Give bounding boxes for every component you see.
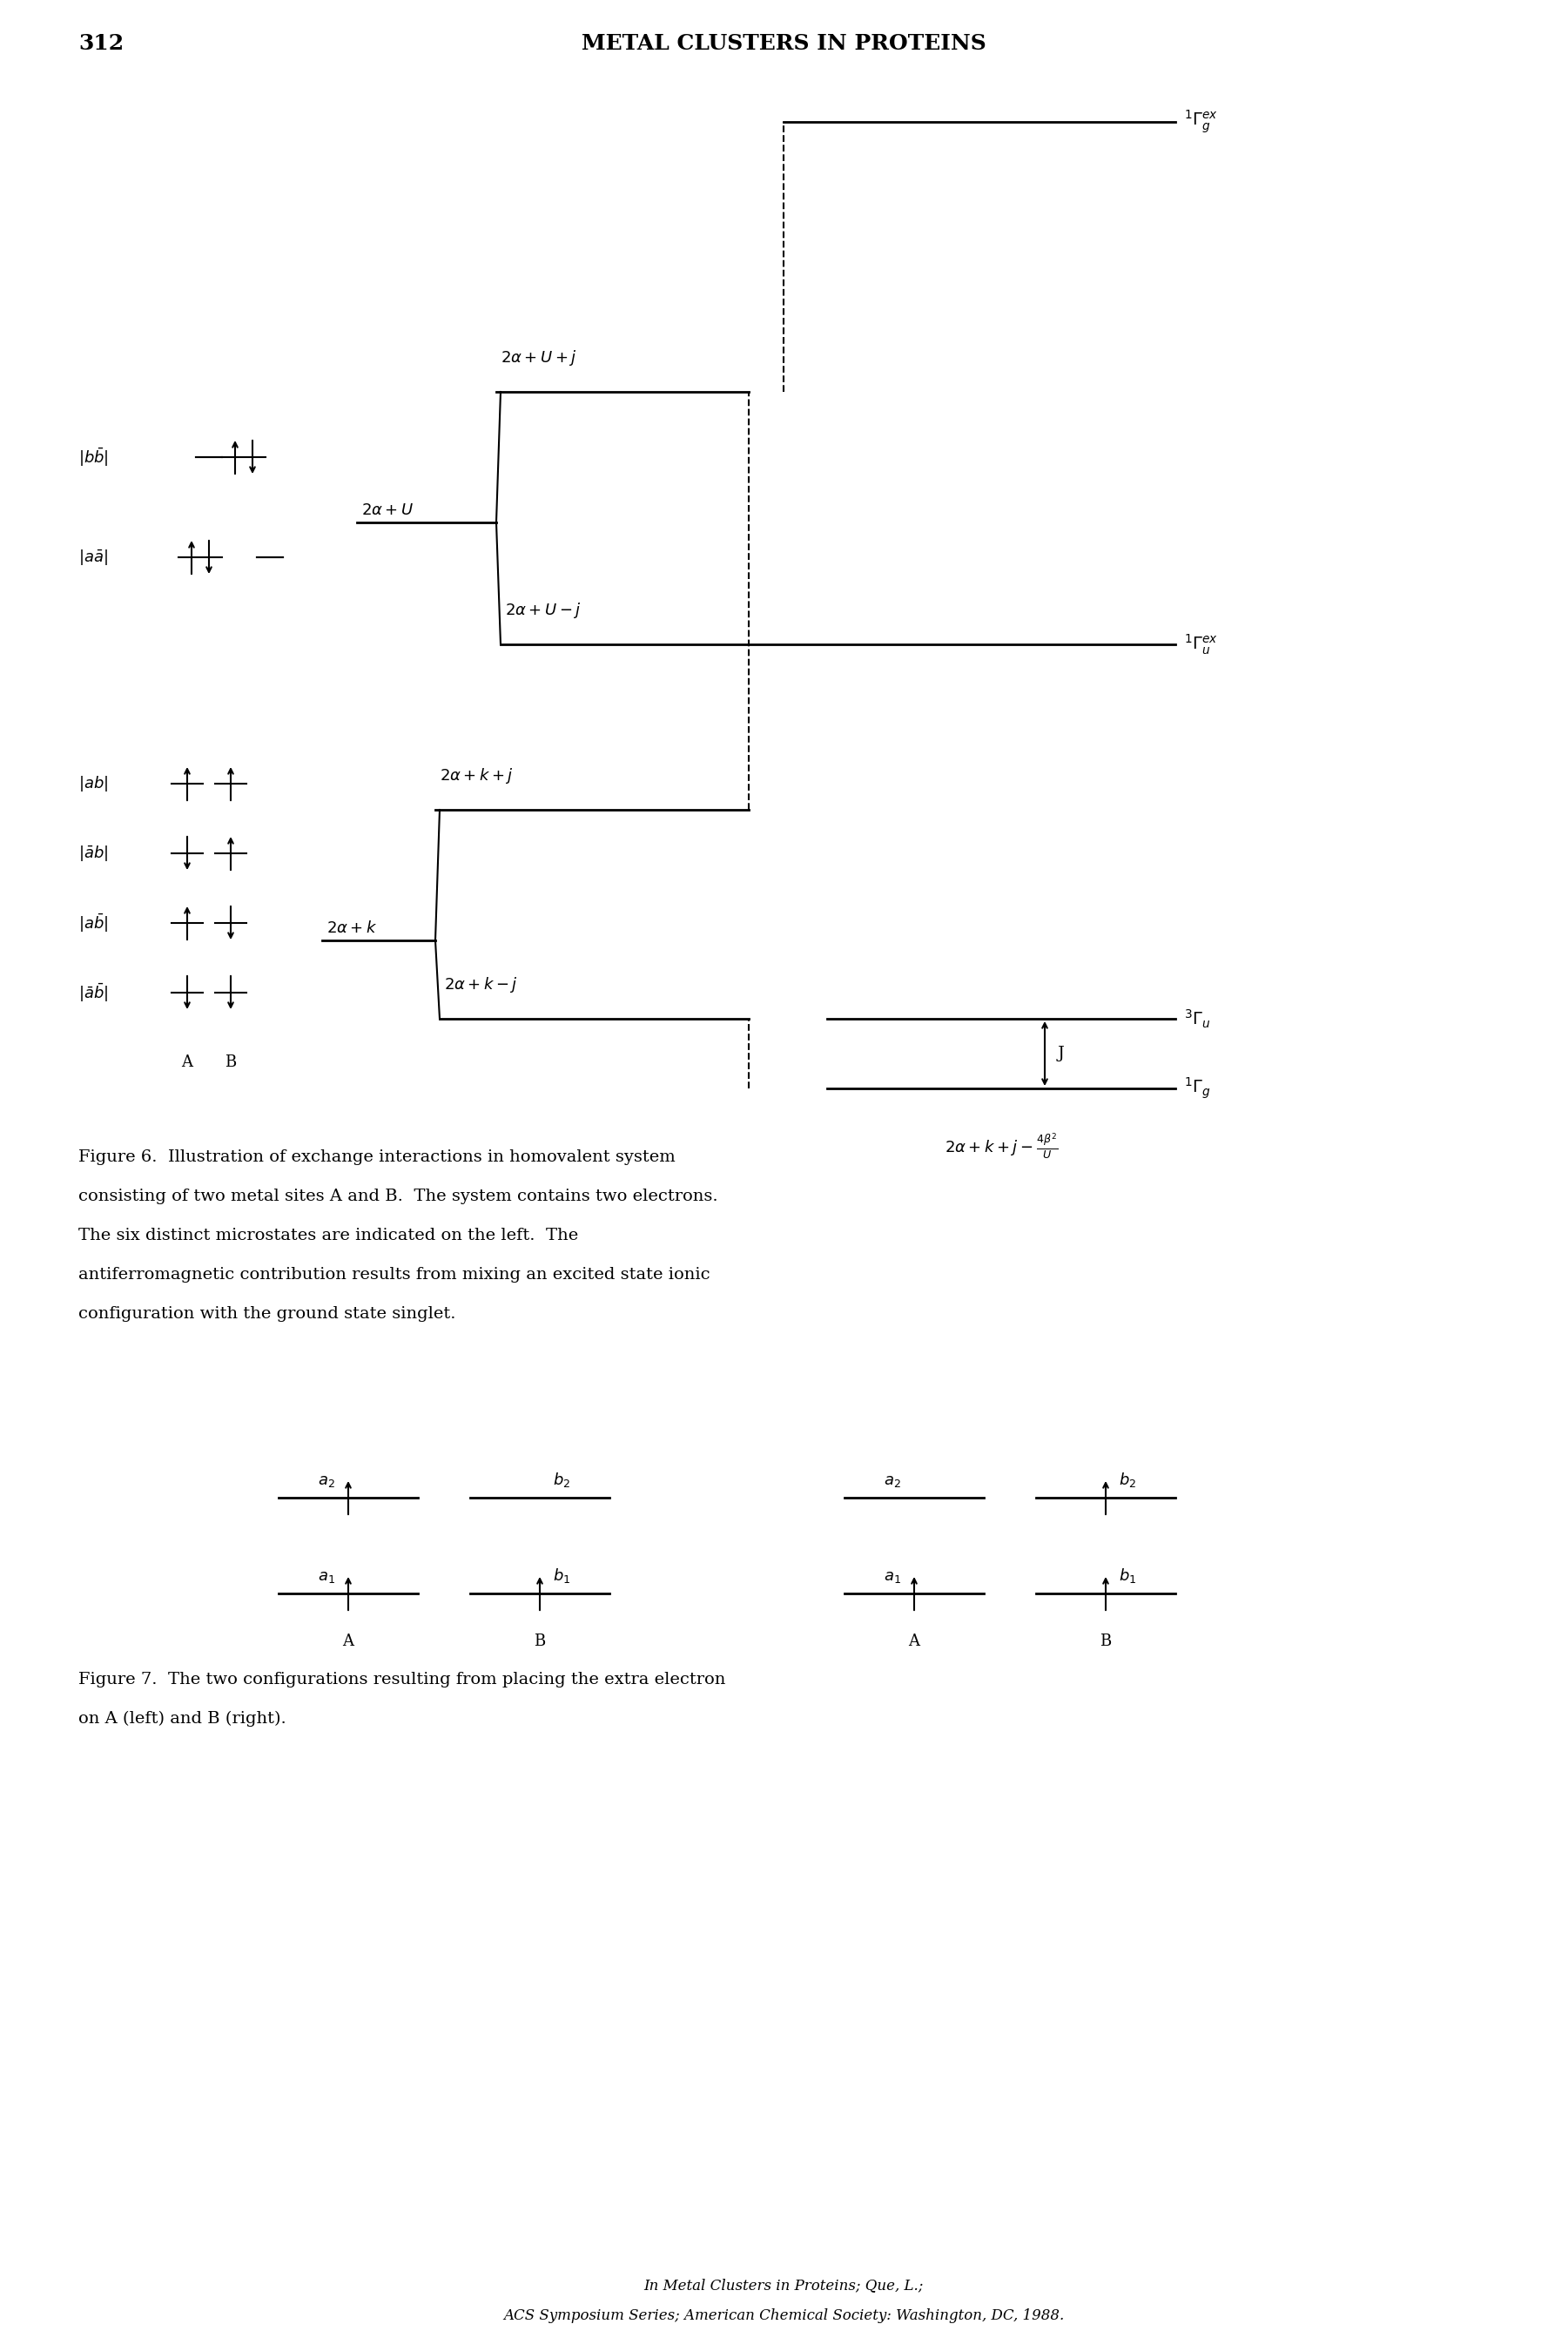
- Text: $|\bar{a}b|$: $|\bar{a}b|$: [78, 844, 108, 863]
- Text: The six distinct microstates are indicated on the left.  The: The six distinct microstates are indicat…: [78, 1227, 579, 1244]
- Text: $|ab|$: $|ab|$: [78, 773, 108, 792]
- Text: $2\alpha + U - j$: $2\alpha + U - j$: [505, 602, 582, 621]
- Text: $a_1$: $a_1$: [884, 1568, 902, 1585]
- Text: A: A: [342, 1634, 354, 1648]
- Text: B: B: [535, 1634, 546, 1648]
- Text: J: J: [1058, 1046, 1065, 1060]
- Text: A: A: [182, 1056, 193, 1070]
- Text: METAL CLUSTERS IN PROTEINS: METAL CLUSTERS IN PROTEINS: [582, 33, 986, 54]
- Text: $a_2$: $a_2$: [884, 1474, 902, 1488]
- Text: $|a\bar{b}|$: $|a\bar{b}|$: [78, 912, 108, 933]
- Text: configuration with the ground state singlet.: configuration with the ground state sing…: [78, 1307, 456, 1321]
- Text: $a_2$: $a_2$: [318, 1474, 336, 1488]
- Text: $b_1$: $b_1$: [1118, 1566, 1137, 1585]
- Text: $^1\Gamma_g$: $^1\Gamma_g$: [1184, 1077, 1210, 1100]
- Text: A: A: [908, 1634, 920, 1648]
- Text: $b_2$: $b_2$: [1118, 1472, 1137, 1488]
- Text: $|a\bar{a}|$: $|a\bar{a}|$: [78, 548, 108, 567]
- Text: Figure 6.  Illustration of exchange interactions in homovalent system: Figure 6. Illustration of exchange inter…: [78, 1150, 676, 1166]
- Text: Figure 7.  The two configurations resulting from placing the extra electron: Figure 7. The two configurations resulti…: [78, 1672, 726, 1688]
- Text: $b_2$: $b_2$: [554, 1472, 571, 1488]
- Text: antiferromagnetic contribution results from mixing an excited state ionic: antiferromagnetic contribution results f…: [78, 1267, 710, 1284]
- Text: consisting of two metal sites A and B.  The system contains two electrons.: consisting of two metal sites A and B. T…: [78, 1190, 718, 1204]
- Text: $2\alpha + k + j - \frac{4\beta^2}{U}$: $2\alpha + k + j - \frac{4\beta^2}{U}$: [944, 1131, 1058, 1161]
- Text: $a_1$: $a_1$: [318, 1568, 336, 1585]
- Text: $2\alpha + k$: $2\alpha + k$: [326, 919, 378, 936]
- Text: $^1\Gamma_g^{ex}$: $^1\Gamma_g^{ex}$: [1184, 108, 1218, 136]
- Text: $2\alpha + U + j$: $2\alpha + U + j$: [500, 348, 577, 367]
- Text: $2\alpha + U$: $2\alpha + U$: [361, 503, 414, 517]
- Text: B: B: [224, 1056, 237, 1070]
- Text: $|\bar{a}\bar{b}|$: $|\bar{a}\bar{b}|$: [78, 980, 108, 1004]
- Text: $^3\Gamma_u$: $^3\Gamma_u$: [1184, 1009, 1210, 1030]
- Text: $2\alpha + k + j$: $2\alpha + k + j$: [439, 766, 514, 785]
- Text: 312: 312: [78, 33, 124, 54]
- Text: $|b\bar{b}|$: $|b\bar{b}|$: [78, 447, 108, 468]
- Text: ACS Symposium Series; American Chemical Society: Washington, DC, 1988.: ACS Symposium Series; American Chemical …: [503, 2309, 1065, 2323]
- Text: $^1\Gamma_u^{ex}$: $^1\Gamma_u^{ex}$: [1184, 632, 1218, 656]
- Text: $b_1$: $b_1$: [554, 1566, 571, 1585]
- Text: $2\alpha + k - j$: $2\alpha + k - j$: [444, 976, 517, 994]
- Text: on A (left) and B (right).: on A (left) and B (right).: [78, 1712, 287, 1728]
- Text: In Metal Clusters in Proteins; Que, L.;: In Metal Clusters in Proteins; Que, L.;: [644, 2278, 924, 2292]
- Text: B: B: [1099, 1634, 1112, 1648]
